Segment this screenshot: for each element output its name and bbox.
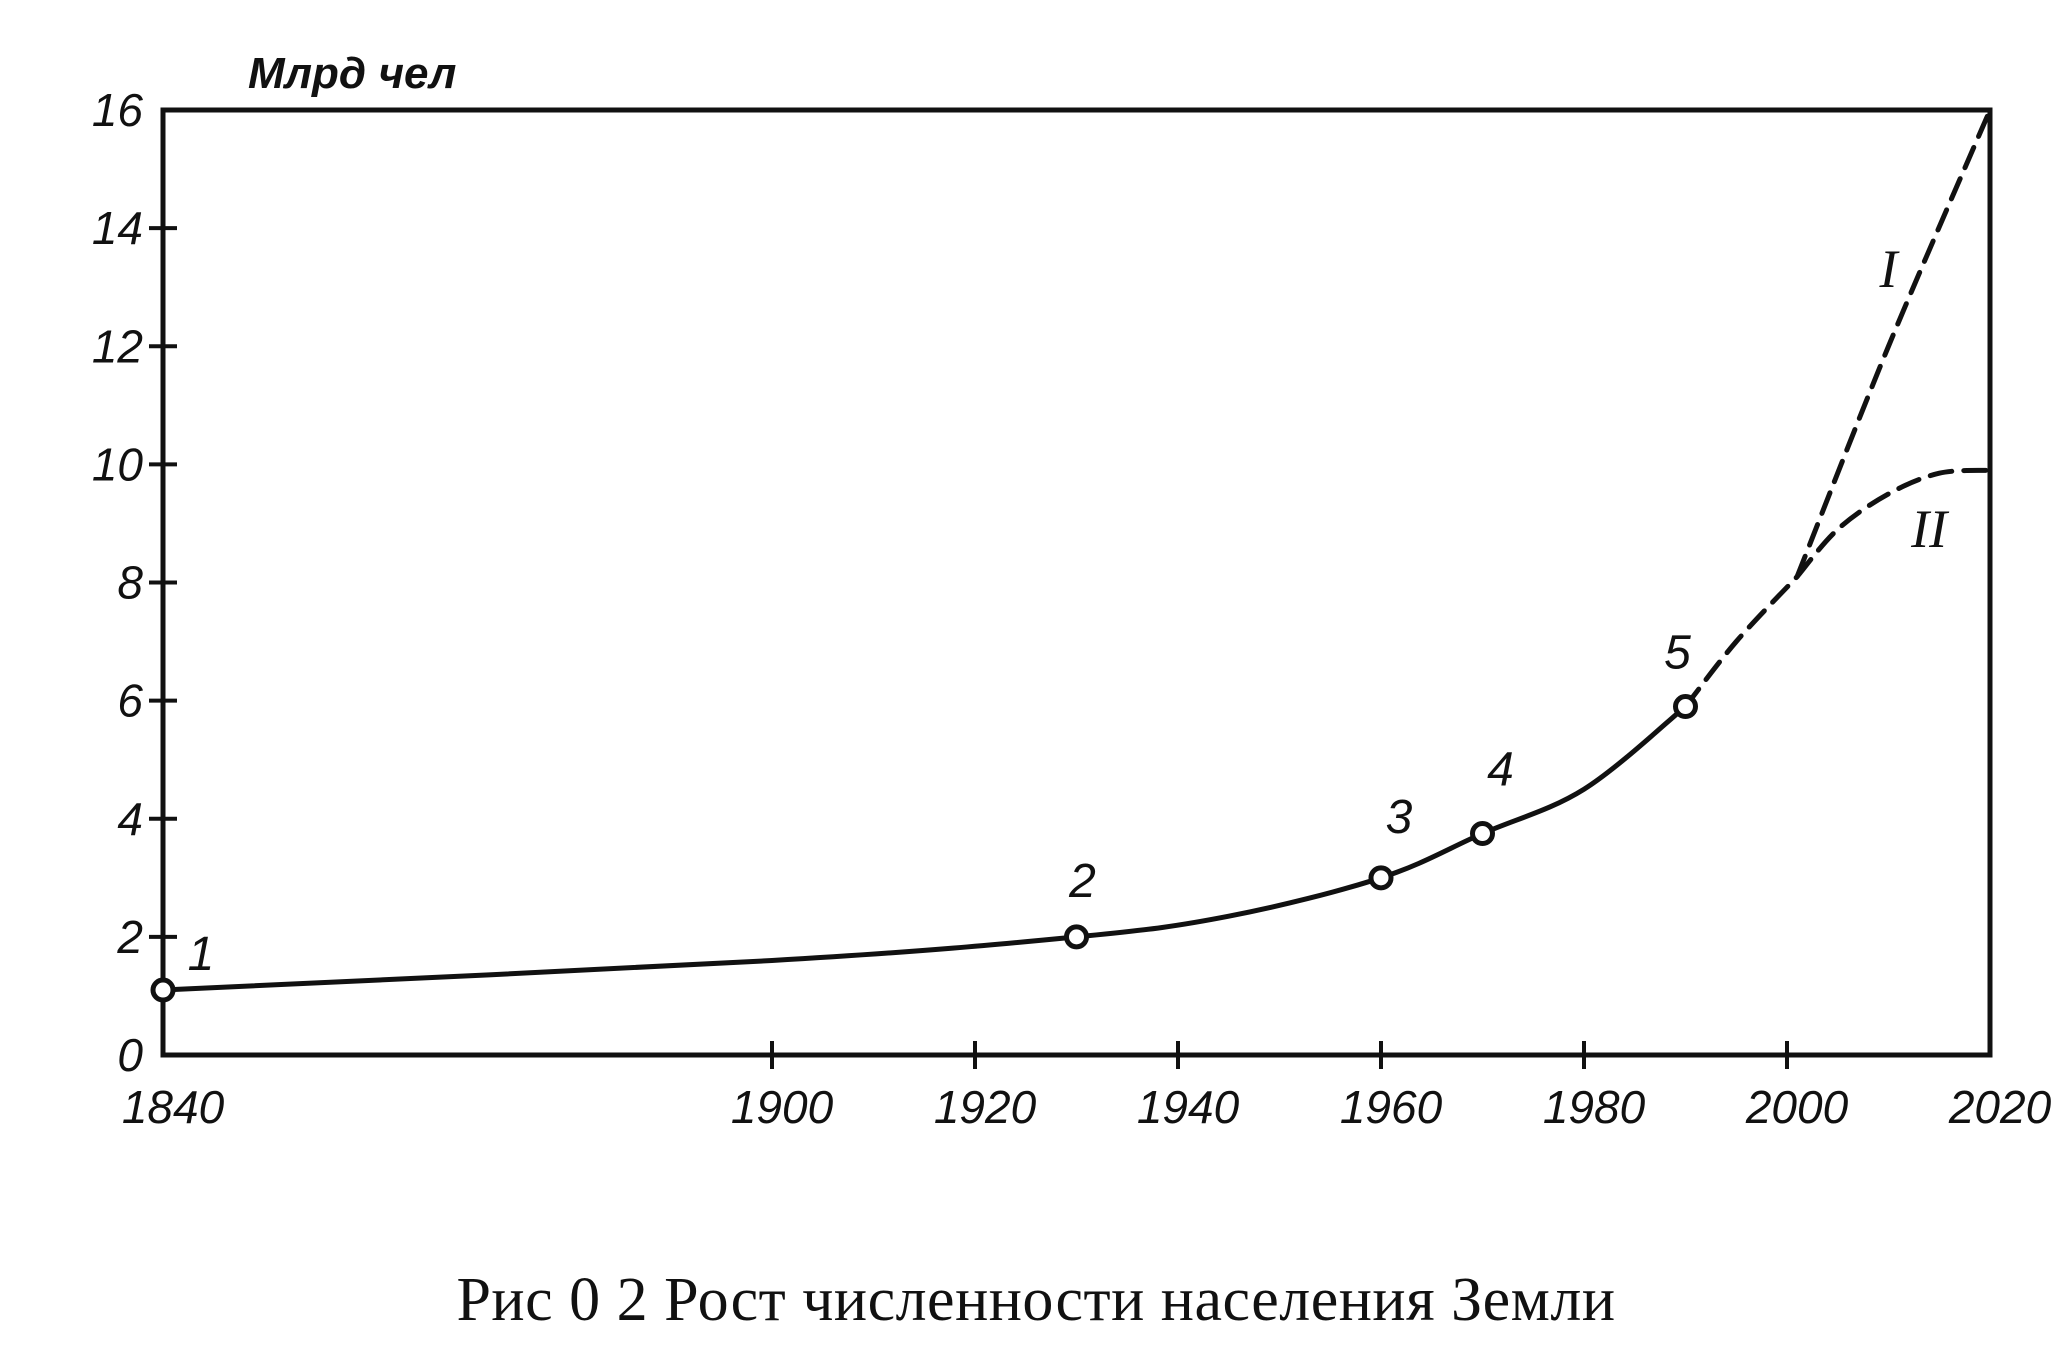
data-markers [150,694,1698,1003]
series-lines [160,107,1993,993]
data-point-label: 2 [1068,855,1096,908]
data-point-marker [1470,821,1495,847]
y-tick-label: 14 [92,202,143,254]
data-point-marker [1673,694,1698,720]
data-point-label: 4 [1487,744,1514,797]
series-label-II: II [1910,499,1950,559]
figure-caption: Рис 0 2 Рост численности населения Земли [456,1266,1616,1334]
series-line-0 [160,704,1688,993]
x-tick-label: 1920 [934,1081,1037,1133]
y-tick-label: 2 [116,911,143,963]
y-tick-label: 12 [92,320,143,372]
data-point-marker [150,977,176,1003]
y-tick-label: 0 [117,1029,143,1081]
x-tick-label: 2020 [1948,1081,2052,1133]
x-tick-label: 1900 [731,1081,834,1133]
series-line-II [1794,467,1993,580]
y-tick-label: 6 [117,675,143,727]
y-tick-label: 4 [117,793,143,845]
y-axis-label: Млрд чел [248,49,456,98]
x-tick-label: 1840 [122,1081,225,1133]
data-point-marker [1064,924,1089,950]
data-point-label: 1 [188,928,215,981]
data-point-label: 3 [1386,791,1413,844]
y-tick-label: 10 [92,438,144,490]
x-tick-label: 2000 [1745,1081,1849,1133]
series-line-I [1794,107,1993,580]
data-point-marker [1368,865,1394,891]
series-line-1 [1683,574,1800,710]
x-tick-label: 1980 [1543,1081,1646,1133]
series-label-I: I [1879,239,1901,299]
plot-frame [160,107,1993,1058]
x-tick-label: 1940 [1137,1081,1240,1133]
x-tick-label: 1960 [1340,1081,1443,1133]
y-tick-label: 8 [117,557,143,609]
axes [160,107,1993,1058]
y-tick-label: 16 [92,84,144,136]
data-point-label: 5 [1664,627,1691,680]
